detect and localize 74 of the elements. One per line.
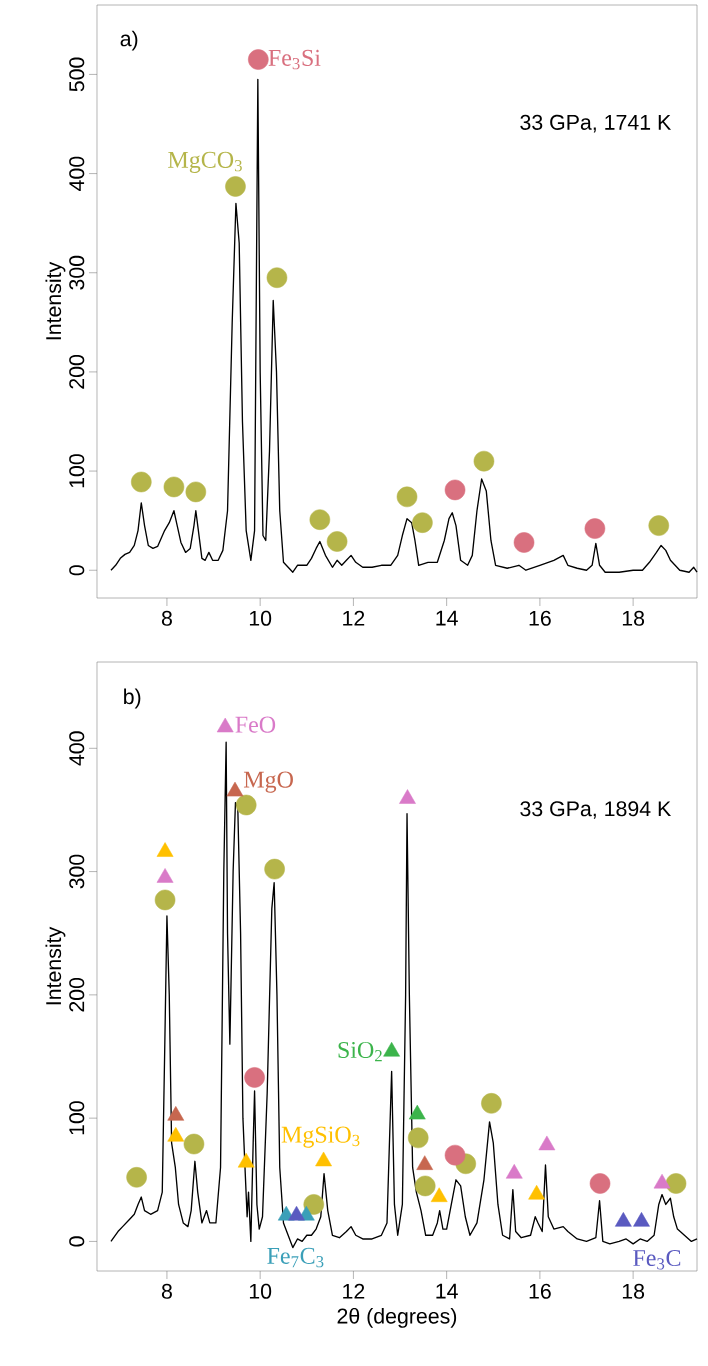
point — [528, 1184, 545, 1200]
point — [412, 512, 433, 533]
x-tick-label: 16 — [529, 610, 551, 626]
point — [237, 1152, 255, 1168]
point — [225, 176, 246, 197]
point — [156, 868, 174, 883]
x-tick-label: 14 — [436, 610, 458, 626]
point — [185, 481, 207, 503]
series-label: Fe$_{3}$C — [633, 1249, 681, 1270]
y-tick-label: 200 — [69, 354, 85, 389]
x-tick-label: 10 — [249, 1283, 272, 1299]
point — [266, 267, 288, 288]
line-series — [110, 78, 698, 573]
point — [584, 518, 606, 539]
point — [383, 1041, 400, 1057]
point — [248, 49, 269, 70]
y-axis-title: Intensity — [45, 261, 66, 340]
annotation: a) — [120, 30, 138, 51]
y-tick-label: 0 — [69, 565, 85, 576]
x-tick-label: 16 — [529, 1283, 551, 1299]
point — [315, 1151, 332, 1167]
point — [399, 789, 416, 804]
y-tick-label: 400 — [69, 156, 85, 191]
x-tick-label: 14 — [436, 1283, 458, 1299]
point — [614, 1212, 632, 1227]
annotation: 33 GPa, 1741 K — [520, 114, 672, 133]
x-axis-title: 2θ (degrees) — [337, 1307, 457, 1328]
y-tick-label: 400 — [69, 731, 85, 766]
x-tick-label: 8 — [161, 1283, 172, 1299]
y-tick-label: 300 — [69, 854, 85, 889]
point — [326, 531, 348, 552]
y-tick-label: 0 — [69, 1236, 85, 1247]
point — [653, 1173, 671, 1189]
point — [513, 532, 535, 553]
y-tick-label: 300 — [69, 255, 85, 290]
x-tick-label: 12 — [343, 610, 365, 626]
x-tick-label: 18 — [622, 610, 645, 626]
series-label: SiO$_{2}$ — [338, 1041, 382, 1062]
annotation: 33 GPa, 1894 K — [520, 801, 672, 819]
y-tick-label: 500 — [69, 57, 85, 92]
point — [288, 1205, 305, 1221]
point — [444, 479, 466, 501]
y-tick-label: 100 — [69, 1101, 85, 1135]
point — [473, 450, 495, 472]
point — [226, 781, 244, 797]
annotation: b) — [124, 688, 141, 709]
series-label: MgSiO$_{3}$ — [281, 1126, 360, 1148]
point — [216, 717, 234, 733]
x-tick-label: 10 — [249, 610, 272, 626]
point — [167, 1106, 185, 1121]
y-axis-title: Intensity — [45, 926, 66, 1005]
point — [396, 486, 418, 508]
point — [163, 476, 185, 498]
y-tick-label: 200 — [69, 977, 85, 1012]
point — [633, 1212, 650, 1227]
point — [430, 1187, 448, 1202]
point — [167, 1127, 185, 1142]
series-label: MgO — [243, 771, 293, 793]
point — [408, 1104, 426, 1120]
series-label: MgCO$_{3}$ — [168, 151, 242, 173]
x-tick-label: 12 — [343, 1283, 365, 1299]
point — [131, 471, 152, 493]
point — [156, 842, 174, 857]
x-tick-label: 18 — [622, 1283, 645, 1299]
point — [309, 509, 331, 530]
series-label: Fe$_{3}$Si — [268, 49, 321, 70]
series-label: Fe$_{7}$C$_{3}$ — [267, 1247, 324, 1268]
point — [538, 1135, 556, 1151]
series-label: FeO — [235, 716, 276, 733]
y-tick-label: 100 — [69, 454, 85, 488]
x-tick-label: 8 — [161, 610, 172, 626]
point — [416, 1155, 434, 1170]
point — [648, 515, 670, 536]
point — [505, 1164, 523, 1179]
